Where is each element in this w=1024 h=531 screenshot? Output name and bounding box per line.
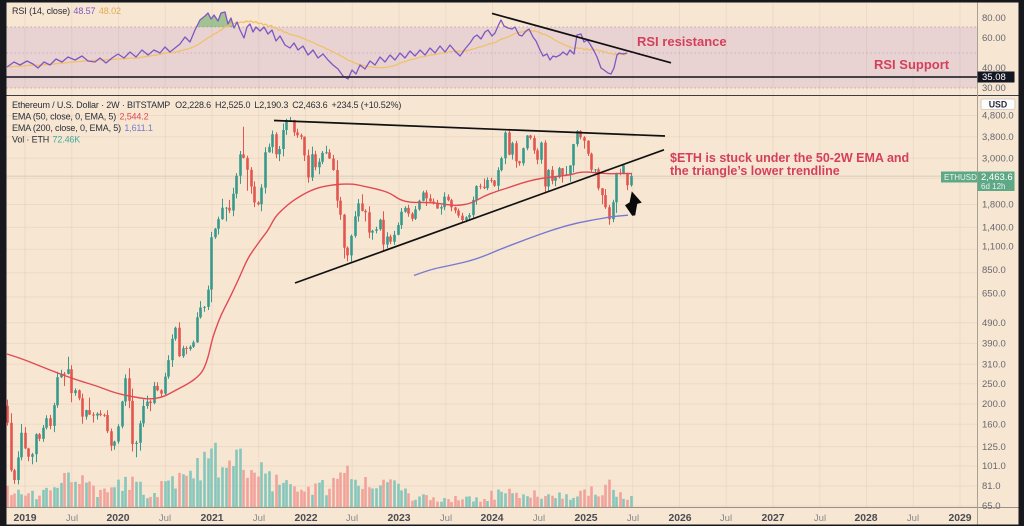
svg-text:the triangle’s lower trendline: the triangle’s lower trendline <box>670 164 840 178</box>
svg-text:Jul: Jul <box>814 513 826 524</box>
svg-text:RSI Support: RSI Support <box>874 57 950 72</box>
svg-text:80.00: 80.00 <box>982 13 1006 24</box>
svg-text:Jul: Jul <box>159 513 171 524</box>
svg-text:2022: 2022 <box>294 513 317 524</box>
svg-text:2027: 2027 <box>761 513 784 524</box>
svg-text:$ETH is stuck under the 50-2W: $ETH is stuck under the 50-2W EMA and <box>670 151 909 165</box>
svg-text:Ethereum / U.S. Dollar · 2W ·: Ethereum / U.S. Dollar · 2W · BITSTAMPO2… <box>12 100 401 110</box>
svg-text:390.0: 390.0 <box>982 339 1006 350</box>
svg-text:2028: 2028 <box>854 513 877 524</box>
svg-text:650.0: 650.0 <box>982 289 1006 300</box>
svg-text:35.08: 35.08 <box>982 72 1006 83</box>
svg-text:1,100.0: 1,100.0 <box>982 242 1014 253</box>
svg-text:2029: 2029 <box>948 513 971 524</box>
svg-text:Jul: Jul <box>907 513 919 524</box>
svg-text:2023: 2023 <box>387 513 410 524</box>
svg-text:Jul: Jul <box>66 513 78 524</box>
svg-text:RSI resistance: RSI resistance <box>637 34 727 49</box>
svg-text:Jul: Jul <box>346 513 358 524</box>
svg-text:101.0: 101.0 <box>982 461 1006 472</box>
svg-text:30.00: 30.00 <box>982 83 1006 94</box>
svg-text:USD: USD <box>989 99 1008 109</box>
svg-text:490.0: 490.0 <box>982 318 1006 329</box>
svg-text:Jul: Jul <box>720 513 732 524</box>
svg-text:Vol · ETH 72.46K: Vol · ETH 72.46K <box>12 135 80 145</box>
svg-text:EMA (200, close, 0, EMA, 5) 1,: EMA (200, close, 0, EMA, 5) 1,611.1 <box>12 123 153 133</box>
svg-text:310.0: 310.0 <box>982 359 1006 370</box>
svg-text:RSI (14, close) 48.57 48.02: RSI (14, close) 48.57 48.02 <box>12 6 121 16</box>
svg-text:6d 12h: 6d 12h <box>981 182 1005 191</box>
svg-text:1,800.0: 1,800.0 <box>982 200 1014 211</box>
svg-text:Jul: Jul <box>440 513 452 524</box>
svg-text:1,400.0: 1,400.0 <box>982 223 1014 234</box>
svg-text:Jul: Jul <box>253 513 265 524</box>
svg-text:160.0: 160.0 <box>982 419 1006 430</box>
svg-text:250.0: 250.0 <box>982 379 1006 390</box>
svg-text:850.0: 850.0 <box>982 265 1006 276</box>
svg-text:81.0: 81.0 <box>982 481 1001 492</box>
svg-text:2026: 2026 <box>668 513 691 524</box>
svg-text:3,000.0: 3,000.0 <box>982 153 1014 164</box>
svg-text:125.0: 125.0 <box>982 442 1006 453</box>
svg-text:60.00: 60.00 <box>982 33 1006 44</box>
svg-text:EMA (50, close, 0, EMA, 5) 2,5: EMA (50, close, 0, EMA, 5) 2,544.2 <box>12 112 149 122</box>
svg-text:4,800.0: 4,800.0 <box>982 111 1014 122</box>
svg-text:2024: 2024 <box>480 513 503 524</box>
svg-text:2020: 2020 <box>106 513 129 524</box>
svg-text:200.0: 200.0 <box>982 399 1006 410</box>
svg-text:65.0: 65.0 <box>982 501 1001 512</box>
svg-text:ETHUSD: ETHUSD <box>944 173 977 182</box>
svg-text:2019: 2019 <box>13 513 36 524</box>
svg-text:Jul: Jul <box>533 513 545 524</box>
svg-text:2025: 2025 <box>574 513 597 524</box>
svg-text:3,800.0: 3,800.0 <box>982 132 1014 143</box>
svg-text:2021: 2021 <box>200 513 223 524</box>
svg-text:Jul: Jul <box>627 513 639 524</box>
